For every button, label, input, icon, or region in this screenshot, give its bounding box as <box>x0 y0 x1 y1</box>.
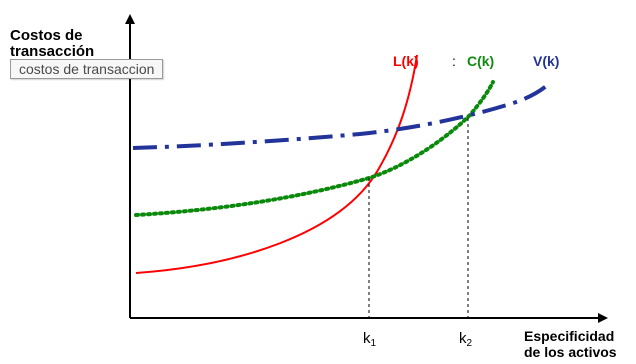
curve-label-v: V(k) <box>533 53 559 69</box>
k1-label: k1 <box>363 330 377 349</box>
k2-base: k <box>459 330 467 347</box>
k2-sub: 2 <box>467 338 473 349</box>
curve-label-c: C(k) <box>467 53 494 69</box>
curve-label-separator: : <box>452 53 456 69</box>
tooltip: costos de transaccion <box>10 59 164 79</box>
y-axis-label-line1: Costos de <box>10 27 83 44</box>
curve-l <box>135 54 418 274</box>
k1-sub: 1 <box>371 338 377 349</box>
y-axis-label-line2: transacción <box>10 43 94 60</box>
k1-base: k <box>363 330 371 347</box>
k2-label: k2 <box>459 330 473 349</box>
x-axis-label-line2: de los activos <box>524 344 617 360</box>
curve-c <box>134 80 495 217</box>
x-axis-label-line1: Especificidad <box>524 328 614 344</box>
curve-label-l: L(k) <box>393 53 419 69</box>
